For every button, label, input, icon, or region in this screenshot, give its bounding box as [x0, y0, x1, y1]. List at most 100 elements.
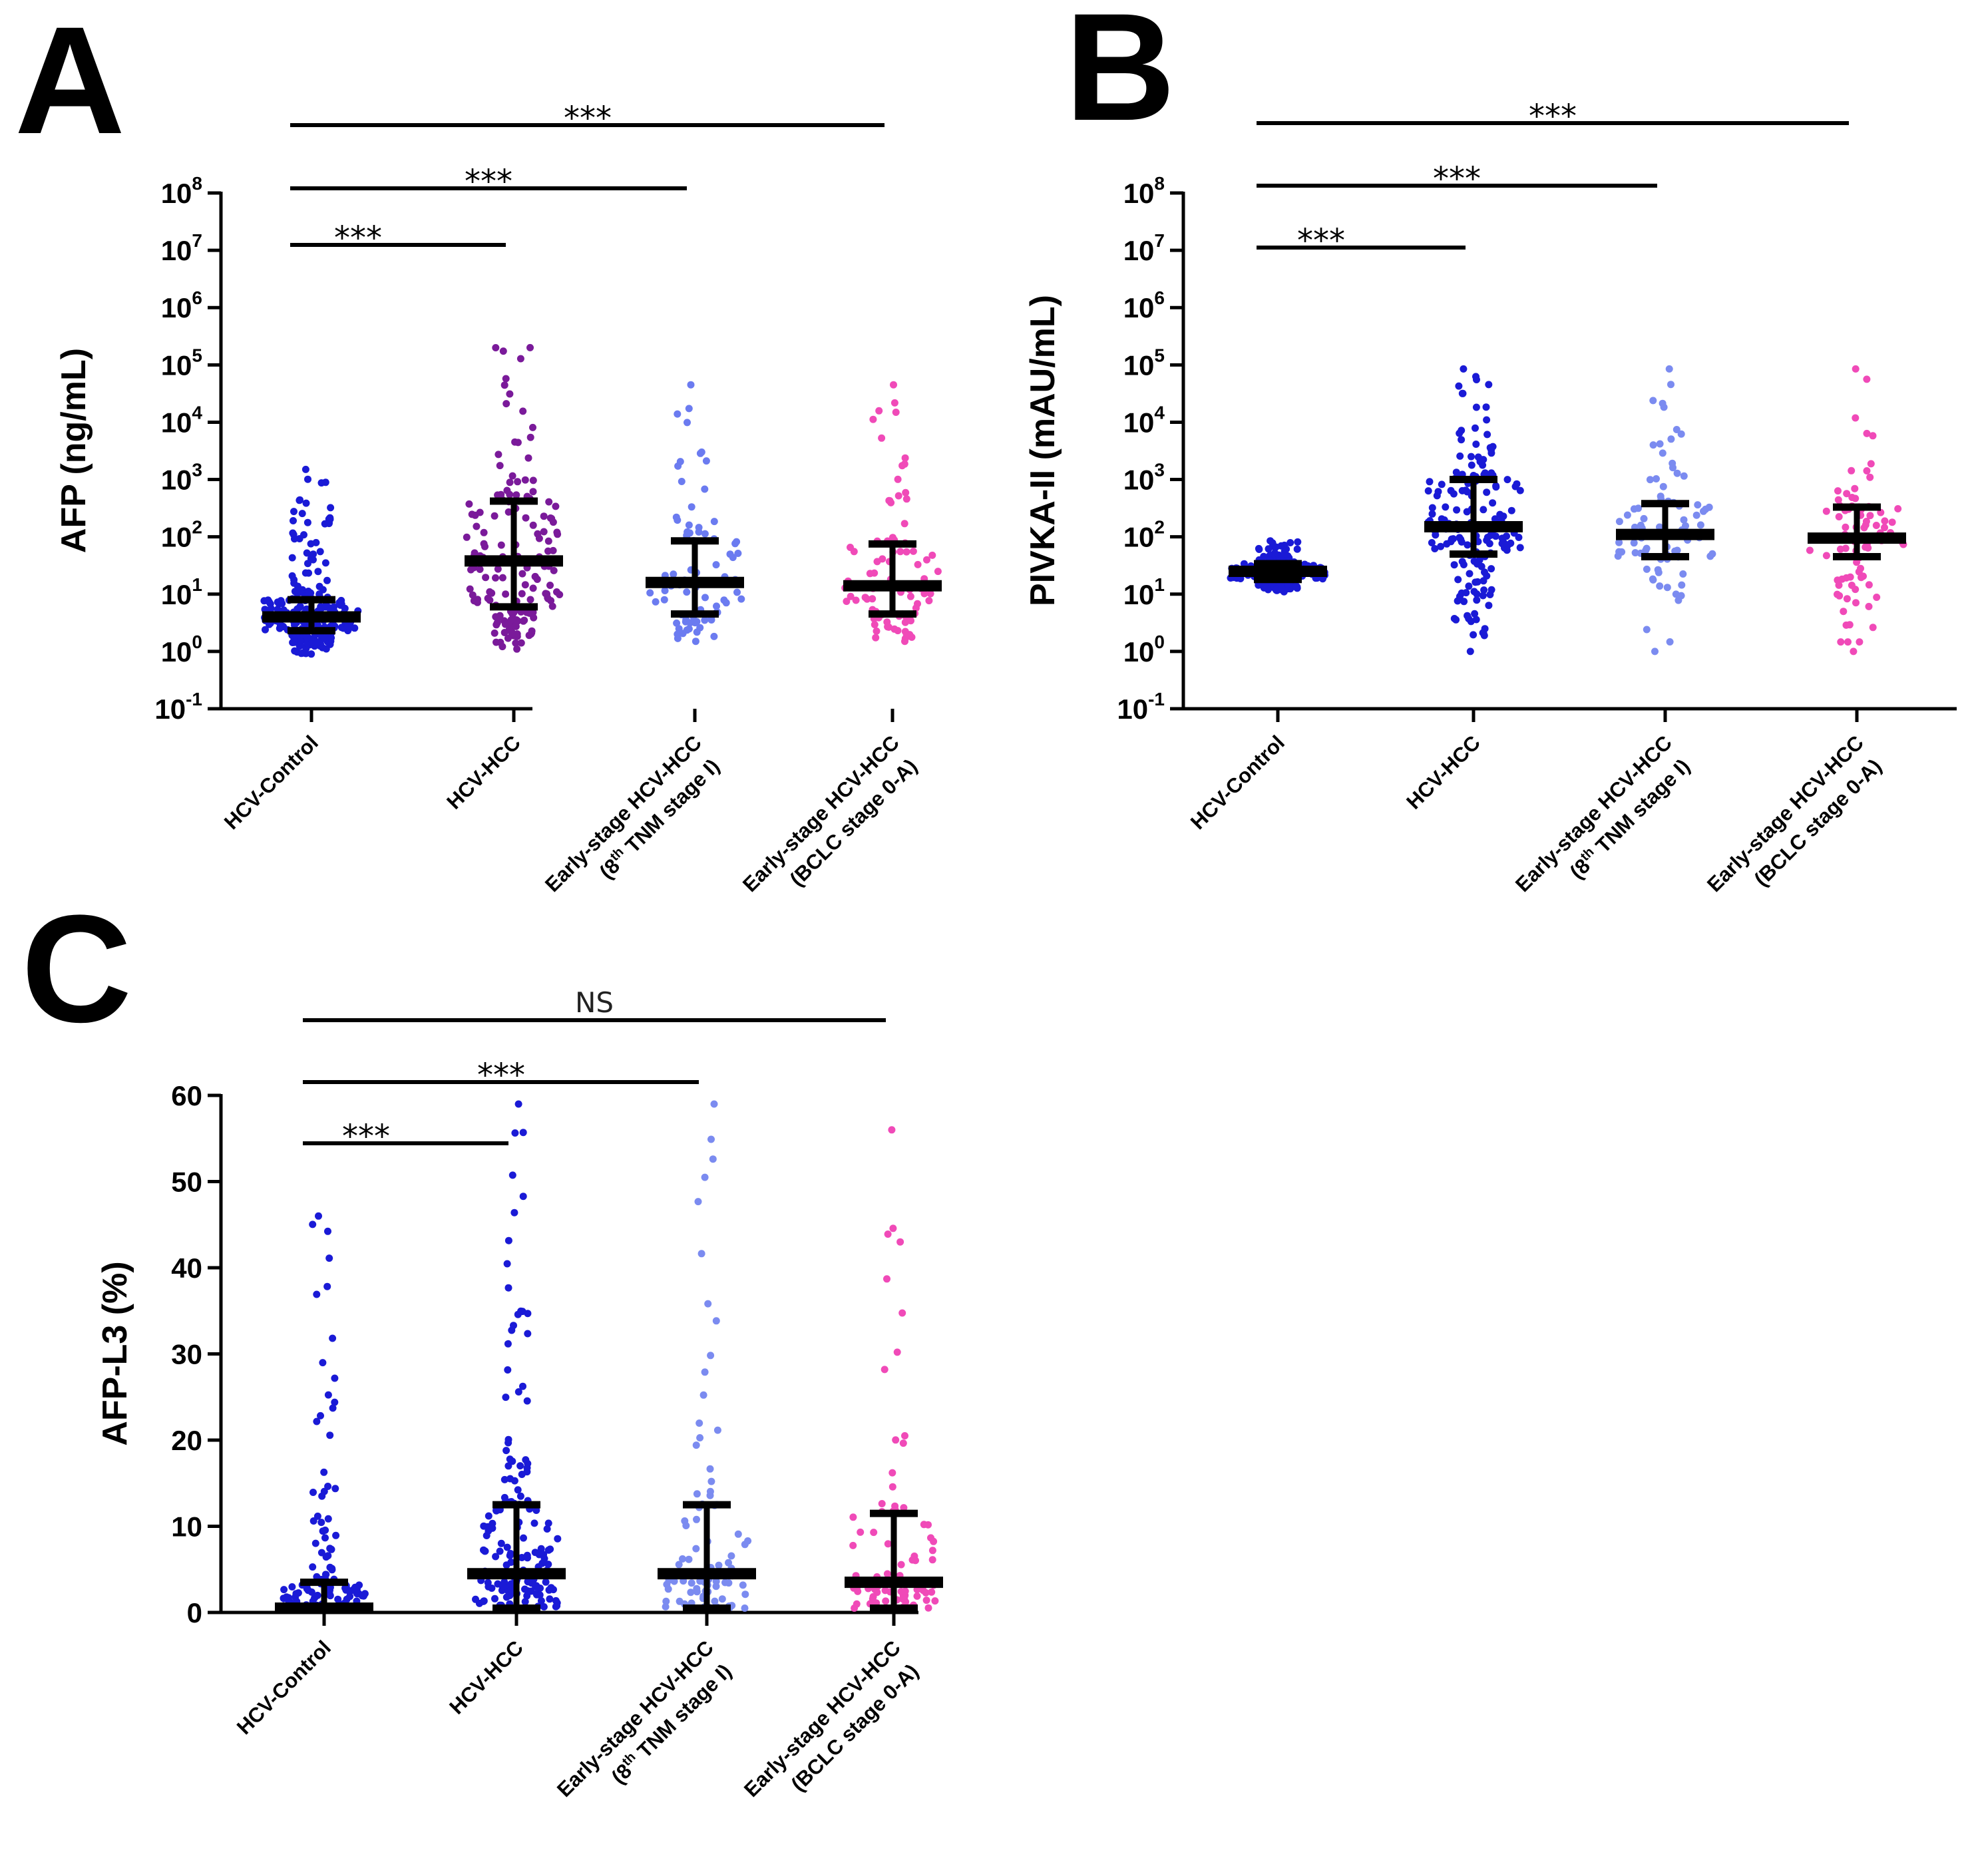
- data-point: [313, 1417, 321, 1425]
- y-tick-base: 10: [1123, 465, 1155, 496]
- data-point: [1806, 546, 1814, 554]
- data-point: [467, 566, 475, 574]
- data-point: [519, 1382, 526, 1390]
- data-point: [1694, 501, 1702, 509]
- data-point: [503, 486, 511, 494]
- data-point: [1431, 545, 1439, 552]
- data-point: [1850, 648, 1858, 656]
- data-point: [1834, 496, 1842, 504]
- data-point: [329, 1404, 337, 1412]
- data-point: [1255, 546, 1263, 553]
- data-point: [495, 614, 503, 621]
- data-point: [321, 1534, 329, 1542]
- data-point: [704, 1300, 712, 1308]
- data-point: [1649, 576, 1657, 584]
- data-point: [523, 1397, 531, 1405]
- y-tick-base: 10: [171, 1511, 202, 1543]
- data-point: [1466, 570, 1474, 578]
- data-point: [894, 492, 902, 500]
- y-tick-exponent: -1: [186, 689, 202, 709]
- y-tick-base: 10: [161, 292, 192, 323]
- category-label-line1: HCV-Control: [232, 1636, 335, 1739]
- data-point: [866, 570, 874, 578]
- y-tick-exponent: 2: [192, 517, 202, 538]
- data-point: [326, 515, 334, 523]
- data-point: [1456, 452, 1464, 460]
- data-point: [1458, 389, 1466, 397]
- data-point: [552, 502, 560, 510]
- data-point: [315, 582, 323, 590]
- data-point: [1643, 565, 1651, 573]
- data-point: [1852, 599, 1860, 607]
- data-point: [1474, 560, 1481, 568]
- data-point: [317, 1411, 324, 1419]
- data-point: [707, 1352, 715, 1360]
- data-point: [329, 1334, 337, 1342]
- data-point: [296, 642, 303, 650]
- data-point: [527, 1587, 535, 1595]
- data-point: [882, 1597, 890, 1605]
- data-point: [540, 1603, 548, 1610]
- series-points: [280, 1212, 369, 1612]
- data-point: [529, 584, 537, 592]
- data-point: [710, 632, 718, 640]
- data-point: [1464, 488, 1471, 496]
- data-point: [685, 1555, 693, 1563]
- data-point: [1479, 577, 1487, 585]
- data-point: [902, 488, 910, 496]
- data-point: [695, 528, 703, 536]
- data-point: [713, 602, 720, 610]
- data-point: [1835, 513, 1843, 520]
- data-point: [871, 621, 879, 629]
- y-tick-label: 20: [171, 1425, 202, 1456]
- data-point: [504, 1366, 512, 1374]
- data-point: [1659, 482, 1667, 490]
- data-point: [500, 629, 508, 636]
- data-point: [1263, 583, 1271, 591]
- significance-label: ***: [1433, 160, 1481, 198]
- data-point: [316, 548, 324, 556]
- data-point: [523, 1551, 531, 1559]
- data-point: [492, 638, 500, 646]
- y-tick-exponent: 3: [192, 460, 202, 480]
- x-category-label: HCV-HCC: [442, 731, 525, 814]
- significance-label: ***: [465, 163, 512, 200]
- data-point: [890, 399, 898, 407]
- data-point: [1485, 381, 1493, 389]
- data-point: [508, 1457, 516, 1465]
- data-point: [1472, 373, 1479, 381]
- data-point: [869, 415, 877, 423]
- data-point: [1677, 430, 1685, 438]
- data-point: [1851, 484, 1859, 492]
- y-tick-base: 10: [1123, 407, 1155, 438]
- data-point: [485, 1512, 492, 1520]
- data-point: [701, 616, 709, 624]
- data-point: [351, 624, 359, 632]
- panel-label-b: B: [1065, 0, 1175, 152]
- data-point: [520, 1534, 527, 1542]
- data-point: [694, 1198, 702, 1206]
- data-point: [1848, 582, 1856, 589]
- y-tick-label: 10-1: [154, 689, 202, 725]
- data-point: [857, 1528, 865, 1536]
- data-point: [685, 521, 693, 529]
- panel-b-pivka-chart: 10-1100101102103104105106107108PIVKA-II …: [1024, 98, 1957, 896]
- data-point: [344, 622, 352, 630]
- y-tick-label: 107: [161, 230, 202, 266]
- data-point: [502, 1447, 510, 1455]
- data-point: [1467, 618, 1475, 626]
- data-point: [322, 1553, 330, 1561]
- data-point: [300, 531, 307, 539]
- data-point: [914, 560, 922, 568]
- data-point: [712, 561, 720, 569]
- data-point: [516, 1462, 524, 1470]
- data-point: [1853, 558, 1861, 566]
- data-point: [863, 595, 871, 603]
- data-point: [1284, 552, 1291, 560]
- data-point: [734, 550, 742, 557]
- data-point: [1483, 488, 1491, 496]
- data-point: [511, 438, 519, 446]
- data-point: [485, 1583, 492, 1591]
- data-point: [930, 1537, 938, 1545]
- category-label-line1: Early-stage HCV-HCC: [1511, 731, 1676, 896]
